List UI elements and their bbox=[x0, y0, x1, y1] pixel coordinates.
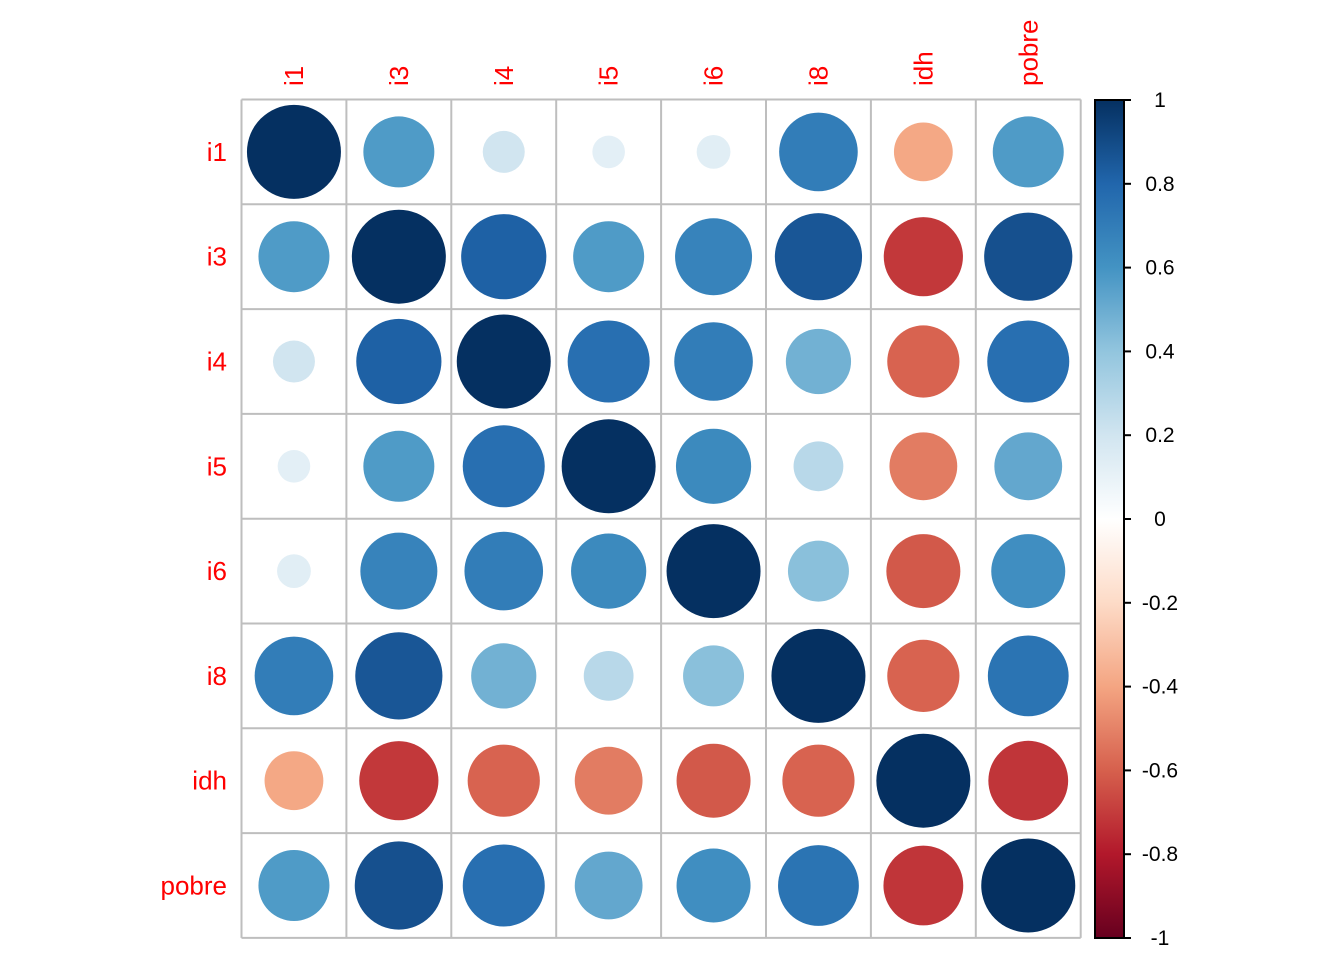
correlation-circle bbox=[258, 850, 330, 921]
correlation-circle bbox=[778, 845, 859, 926]
correlation-circle bbox=[785, 328, 852, 395]
matrix-grid bbox=[240, 98, 1082, 939]
colorbar-tick-label: -0.4 bbox=[1142, 676, 1179, 699]
column-label: i6 bbox=[699, 66, 729, 86]
row-label: i3 bbox=[207, 242, 227, 272]
correlation-circle bbox=[574, 746, 643, 815]
row-label: i4 bbox=[207, 347, 227, 377]
correlation-circle bbox=[883, 845, 964, 926]
correlation-circle bbox=[571, 533, 647, 609]
correlation-circle bbox=[886, 534, 961, 609]
correlation-circle bbox=[991, 534, 1066, 609]
correlation-circle bbox=[567, 320, 650, 403]
correlation-circle bbox=[355, 632, 443, 720]
correlation-circle bbox=[994, 432, 1063, 501]
colorbar-tick-label: 0.6 bbox=[1145, 257, 1174, 280]
correlation-circle bbox=[482, 130, 525, 173]
correlation-circle bbox=[666, 524, 761, 619]
correlation-circle bbox=[774, 213, 863, 301]
correlation-circle bbox=[782, 744, 855, 817]
row-labels: i1 i3 i4 i5 i6 i8 idh pobre bbox=[161, 137, 228, 901]
correlation-circle bbox=[583, 651, 634, 701]
colorbar-tick-label: -0.2 bbox=[1142, 592, 1178, 615]
correlation-circle bbox=[462, 844, 545, 927]
correlation-circle bbox=[351, 209, 446, 304]
correlation-circle bbox=[987, 635, 1069, 717]
column-label: pobre bbox=[1013, 20, 1043, 87]
correlation-circle bbox=[354, 841, 443, 930]
correlation-circle bbox=[356, 318, 442, 405]
colorbar-tick-label: 0.8 bbox=[1145, 173, 1174, 196]
row-label: i6 bbox=[207, 556, 227, 586]
correlation-circle bbox=[456, 314, 551, 409]
row-label: i5 bbox=[207, 451, 227, 481]
correlation-circle bbox=[887, 325, 960, 398]
correlation-circle bbox=[277, 450, 311, 483]
column-label: idh bbox=[908, 51, 938, 86]
column-label: i3 bbox=[384, 66, 414, 86]
correlation-circle bbox=[676, 743, 751, 818]
column-label: i1 bbox=[279, 66, 309, 86]
colorbar-tick-label: 0.2 bbox=[1145, 424, 1174, 447]
correlation-circle bbox=[363, 116, 435, 188]
correlation-circle bbox=[360, 532, 438, 610]
colorbar-tick-label: -0.8 bbox=[1142, 843, 1178, 866]
correlation-circle bbox=[683, 645, 745, 707]
correlation-circle bbox=[264, 751, 324, 811]
column-label: i8 bbox=[803, 66, 833, 86]
correlation-circle bbox=[277, 554, 311, 588]
correlation-circle bbox=[779, 112, 858, 192]
correlation-circle bbox=[462, 425, 545, 508]
colorbar-tick-label: -0.6 bbox=[1142, 759, 1178, 782]
colorbar-tick-label: 1 bbox=[1154, 89, 1166, 112]
column-label: i5 bbox=[594, 66, 624, 86]
correlation-circle bbox=[887, 639, 960, 713]
correlation-circle bbox=[988, 740, 1069, 821]
correlation-circle bbox=[992, 116, 1064, 188]
column-label: i4 bbox=[489, 66, 519, 86]
correlation-circle bbox=[984, 212, 1073, 301]
correlation-circle bbox=[359, 741, 439, 821]
correlation-circle bbox=[246, 104, 341, 199]
correlation-circle bbox=[987, 320, 1070, 403]
colorbar-tick-label: -1 bbox=[1151, 927, 1170, 950]
colorbar bbox=[1094, 99, 1125, 939]
correlation-circle bbox=[981, 838, 1076, 933]
correlation-circle bbox=[675, 218, 753, 296]
correlation-circles bbox=[246, 104, 1076, 933]
column-labels: i1 i3 i4 i5 i6 i8 idh pobre bbox=[279, 20, 1043, 87]
correlation-circle bbox=[674, 322, 753, 401]
colorbar-tick-label: 0 bbox=[1154, 508, 1166, 531]
correlation-circle bbox=[787, 540, 849, 602]
correlation-circle bbox=[258, 221, 330, 293]
correlation-circle bbox=[574, 851, 643, 920]
correlation-circle bbox=[573, 221, 645, 293]
row-label: pobre bbox=[161, 871, 228, 901]
correlation-circle bbox=[876, 733, 971, 828]
correlation-circle bbox=[467, 744, 540, 817]
correlation-circle bbox=[676, 848, 751, 923]
correlation-circle bbox=[675, 428, 752, 504]
correlation-circle bbox=[272, 340, 315, 383]
correlation-circle bbox=[696, 135, 731, 169]
correlation-circle bbox=[363, 430, 435, 502]
correlation-circle bbox=[461, 214, 547, 300]
correlation-circle bbox=[893, 122, 953, 182]
correlation-circle bbox=[883, 217, 963, 297]
correlation-circle bbox=[592, 135, 625, 169]
correlation-circle bbox=[471, 643, 537, 709]
correlation-circle bbox=[771, 628, 866, 723]
colorbar-tick-label: 0.4 bbox=[1145, 340, 1175, 363]
row-label: i1 bbox=[207, 137, 227, 167]
colorbar-legend: 1 0.8 0.6 0.4 0.2 0 -0.2 -0.4 -0.6 -0.8 -1 bbox=[1094, 89, 1179, 950]
row-label: i8 bbox=[207, 661, 227, 691]
correlation-circle bbox=[254, 636, 334, 716]
correlation-circle bbox=[464, 531, 544, 611]
correlation-circle bbox=[889, 432, 958, 501]
correlation-circle bbox=[561, 419, 656, 514]
correlation-circle bbox=[793, 441, 844, 492]
row-label: idh bbox=[192, 766, 227, 796]
